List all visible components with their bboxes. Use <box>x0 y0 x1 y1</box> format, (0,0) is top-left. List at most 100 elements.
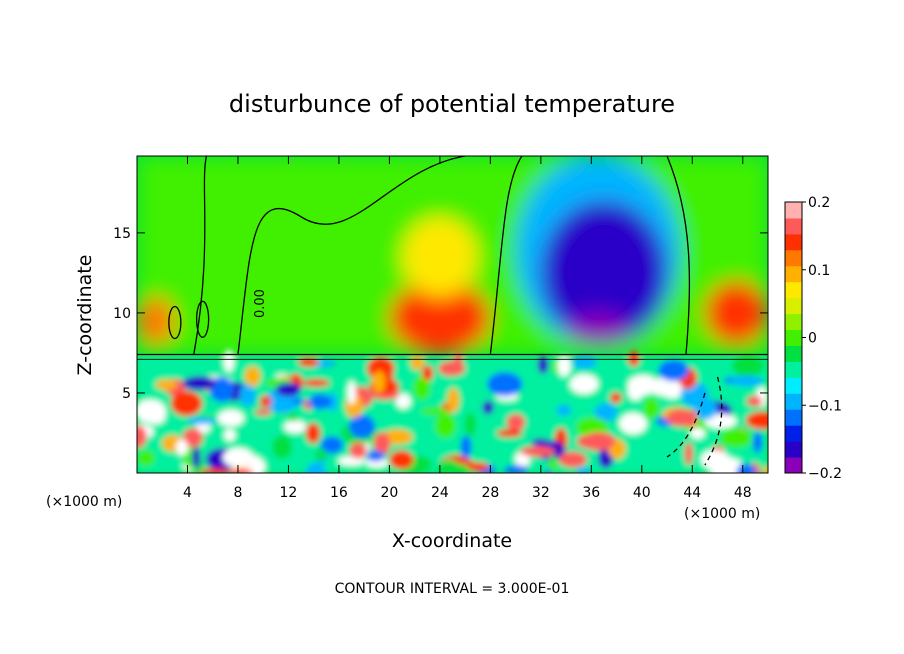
colorbar-tick-label: 0.1 <box>808 263 830 279</box>
turbulent-blob <box>244 366 261 387</box>
turbulent-blob <box>284 420 307 433</box>
x-tick-label: 40 <box>633 485 651 501</box>
field-feature <box>389 280 491 355</box>
turbulent-blob <box>619 412 647 435</box>
colorbar-segment <box>785 377 802 394</box>
turbulent-blob <box>736 463 757 473</box>
turbulent-blob <box>259 395 272 408</box>
contour-loop <box>168 305 182 340</box>
turbulent-blob <box>575 467 591 473</box>
turbulent-blob <box>690 427 705 439</box>
turbulent-blob <box>627 375 658 395</box>
plot-frame <box>136 155 769 474</box>
y-unit-label: (×1000 m) <box>46 494 122 510</box>
turbulent-blob <box>658 359 689 382</box>
turbulent-lower-layer <box>137 349 768 473</box>
turbulent-blob <box>320 436 344 454</box>
turbulent-blob <box>254 408 272 416</box>
turbulent-blob <box>752 431 763 454</box>
turbulent-blob <box>175 439 189 456</box>
turbulent-blob <box>308 393 332 410</box>
turbulent-blob <box>222 447 254 468</box>
x-tick-label: 44 <box>683 485 701 501</box>
turbulent-blob <box>182 428 203 448</box>
x-tick-label: 36 <box>582 485 600 501</box>
turbulent-blob <box>217 409 245 427</box>
x-axis-label: X-coordinate <box>392 530 512 552</box>
turbulent-blob <box>305 422 321 444</box>
turbulent-blob <box>594 403 618 422</box>
turbulent-blob <box>347 380 356 405</box>
turbulent-blob <box>569 374 599 394</box>
turbulent-blob <box>272 435 293 459</box>
field-feature <box>540 200 668 345</box>
turbulent-blob <box>762 466 768 473</box>
x-tick-label: 4 <box>183 485 192 501</box>
turbulent-blob <box>746 395 762 407</box>
field-feature <box>137 296 175 345</box>
turbulent-blob <box>437 459 462 473</box>
contour-loop <box>195 300 210 338</box>
y-axis: 5 10 15 <box>113 226 768 402</box>
turbulent-blob <box>666 409 698 427</box>
colorbar-segment <box>785 233 802 251</box>
turbulent-blob <box>298 357 319 368</box>
turbulent-blob <box>460 435 472 459</box>
turbulent-blob <box>557 355 571 377</box>
turbulent-blob <box>305 462 327 473</box>
y-tick-label: 5 <box>122 386 131 402</box>
turbulent-blob <box>288 413 299 422</box>
colorbar-segment <box>785 345 802 362</box>
colorbar-segment <box>785 409 802 426</box>
turbulent-blob <box>537 355 549 375</box>
colorbar-segment <box>785 265 802 283</box>
turbulent-blob <box>420 407 448 416</box>
turbulent-blob <box>348 414 376 439</box>
turbulent-blob <box>145 407 166 425</box>
turbulent-blob <box>367 356 395 381</box>
turbulent-blob <box>558 451 588 468</box>
colorbar-segment <box>785 217 802 235</box>
turbulent-blob <box>187 417 217 425</box>
turbulent-blob <box>556 404 572 416</box>
turbulent-blob <box>395 393 411 409</box>
y-tick-label: 10 <box>113 306 131 322</box>
turbulent-blob <box>745 411 768 430</box>
turbulent-blob <box>137 449 155 467</box>
colorbar-segment <box>785 249 802 267</box>
turbulent-blob <box>643 397 660 420</box>
turbulent-blob <box>482 400 494 415</box>
turbulent-blob <box>700 449 729 470</box>
turbulent-blob <box>239 384 256 407</box>
turbulent-blob <box>410 355 424 371</box>
turbulent-blob <box>447 387 460 413</box>
x-unit-label: (×1000 m) <box>684 506 760 522</box>
x-tick-label: 24 <box>431 485 449 501</box>
turbulent-blob <box>373 431 391 457</box>
x-tick-label: 16 <box>330 485 348 501</box>
turbulent-blob <box>192 447 201 469</box>
turbulent-blob <box>684 442 693 466</box>
colorbar-tick-label: −0.2 <box>808 466 842 482</box>
turbulent-blob <box>155 379 178 391</box>
turbulent-blob <box>571 355 597 369</box>
turbulent-blob <box>548 455 557 473</box>
turbulent-blob <box>487 372 523 397</box>
turbulent-blob <box>609 392 622 403</box>
turbulent-blob <box>228 469 254 473</box>
colorbar-segment <box>785 457 802 474</box>
turbulent-blob <box>506 413 526 431</box>
turbulent-blob <box>216 383 235 390</box>
contour-negative <box>704 376 723 466</box>
contour-label: 0.00 <box>253 289 268 318</box>
x-tick-label: 8 <box>233 485 242 501</box>
colorbar-segment <box>785 425 802 442</box>
turbulent-blob <box>503 465 529 473</box>
turbulent-blob <box>520 445 556 457</box>
turbulent-blob <box>576 433 613 450</box>
colorbar: 0.2 0.1 0 −0.1 −0.2 <box>784 195 842 482</box>
turbulent-blob <box>372 370 386 393</box>
contour-line <box>237 156 466 355</box>
colorbar-tick-label: 0.2 <box>808 195 830 211</box>
